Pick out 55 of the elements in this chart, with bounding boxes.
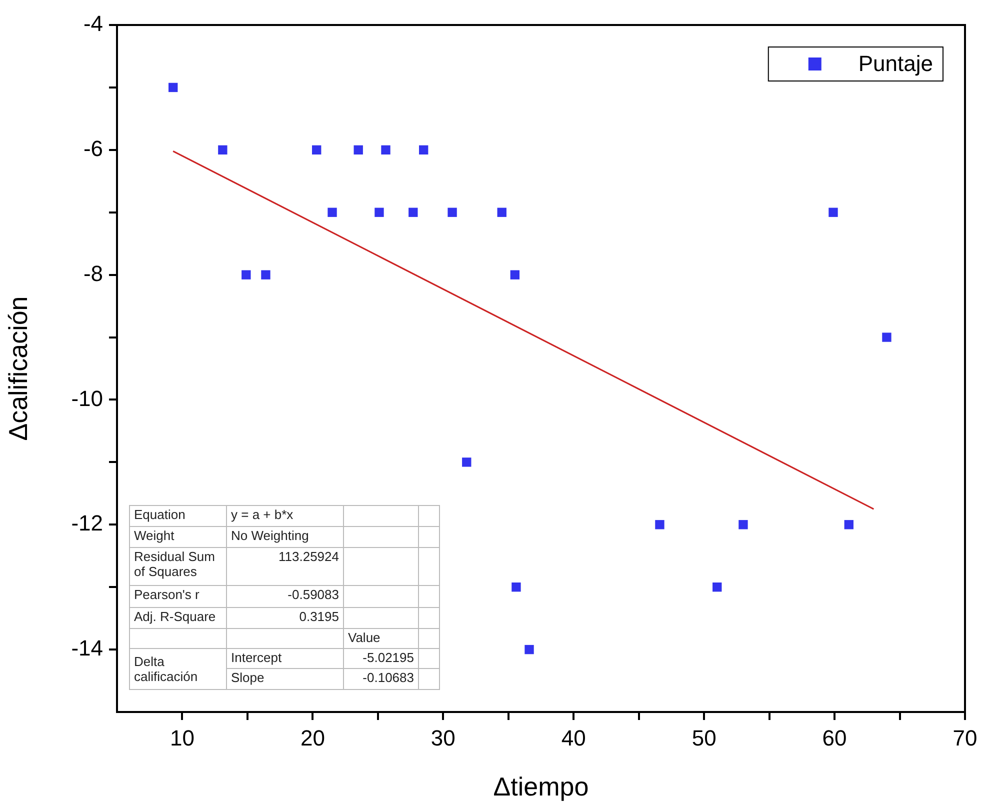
point [712, 582, 722, 592]
point [261, 270, 270, 280]
y-tick-label: -14 [71, 636, 103, 661]
point [462, 458, 472, 467]
annotation: Adj. R-Square [130, 608, 226, 628]
annotation: 0.3195 [226, 608, 344, 628]
point [844, 520, 854, 530]
point [312, 145, 322, 155]
point [448, 208, 457, 217]
point [655, 520, 664, 530]
point [354, 145, 363, 155]
x-axis-title: Δtiempo [493, 772, 589, 802]
x-tick-label: 50 [692, 725, 716, 750]
annotation: -5.02195 [344, 648, 418, 668]
y-axis-title: Δcalificación [2, 296, 33, 441]
point [828, 208, 838, 217]
point [242, 270, 251, 280]
annotation: Value [344, 628, 418, 648]
point [408, 208, 418, 217]
point [738, 520, 748, 530]
annotation: -0.59083 [226, 586, 344, 608]
point [512, 582, 521, 592]
y-tick-label: -8 [83, 260, 103, 286]
point [328, 208, 337, 217]
point [374, 208, 384, 217]
annotation: y = a + b*x [226, 506, 344, 526]
legend-label: Puntaje [858, 51, 934, 76]
point [882, 332, 892, 342]
x-tick-label: 60 [822, 725, 847, 750]
point [524, 644, 534, 654]
annotation: Intercept [226, 648, 344, 668]
annotation: Pearson's r [130, 586, 226, 608]
point [418, 145, 428, 155]
annotation: Delta calificación [130, 648, 226, 690]
point [381, 145, 390, 155]
x-tick-label: 40 [561, 725, 586, 750]
y-tick-label: -12 [71, 510, 103, 536]
y-tick-label: -10 [71, 386, 103, 411]
x-tick-label: 70 [952, 725, 978, 750]
x-tick-label: 10 [170, 725, 194, 750]
y-tick-label: -6 [83, 136, 103, 161]
point [510, 270, 520, 280]
annotation: -0.10683 [344, 668, 418, 690]
y-tick-label: -4 [83, 11, 103, 36]
annotation: Slope [226, 668, 344, 690]
annotation: Equation [130, 506, 226, 526]
annotation: No Weighting [226, 526, 344, 548]
point [168, 82, 178, 92]
annotation: 113.25924 [226, 548, 344, 586]
point [218, 145, 228, 155]
x-tick-label: 20 [300, 725, 325, 750]
annotation: Residual Sum of Squares [130, 548, 226, 586]
point [497, 208, 506, 217]
annotation: Weight [130, 526, 226, 548]
x-tick-label: 30 [430, 725, 456, 750]
